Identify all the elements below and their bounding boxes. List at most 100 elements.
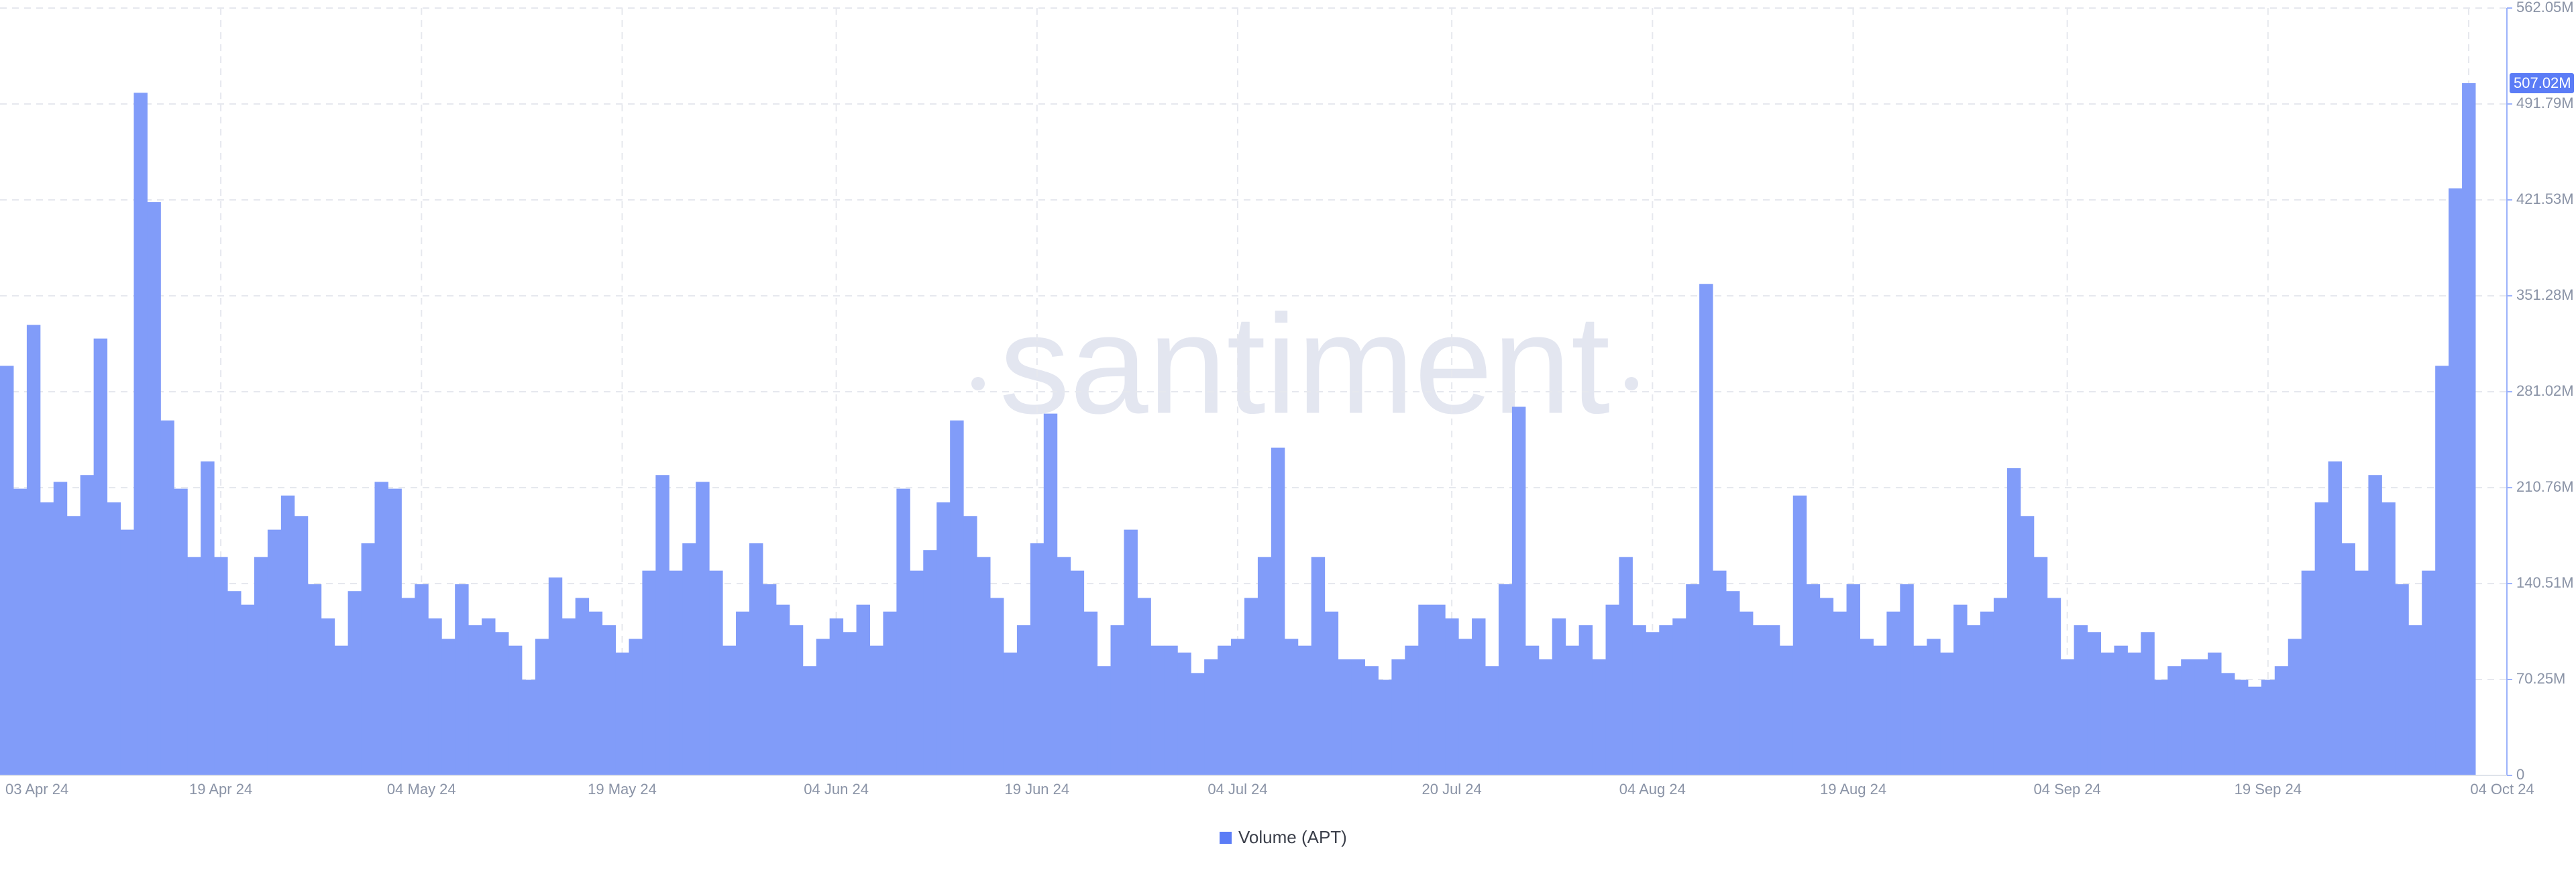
- bar: [267, 529, 282, 775]
- x-tick-label: 04 Jun 24: [804, 781, 869, 798]
- bar: [1043, 413, 1058, 775]
- bar: [2274, 666, 2289, 775]
- bar: [1713, 570, 1727, 775]
- bar: [508, 645, 523, 775]
- bar: [910, 570, 924, 775]
- bar: [1218, 645, 1232, 775]
- bar: [1204, 659, 1218, 775]
- bar: [1792, 495, 1807, 775]
- bar: [495, 632, 509, 775]
- y-tick-label: 421.53M: [2516, 190, 2574, 207]
- bar: [307, 584, 322, 775]
- bar: [1605, 604, 1619, 775]
- bar: [174, 488, 188, 775]
- legend-swatch: [1220, 832, 1232, 844]
- bar: [629, 639, 643, 775]
- current-value-label: 507.02M: [2514, 74, 2571, 91]
- x-tick-label: 04 Sep 24: [2033, 781, 2100, 798]
- x-tick-label: 04 Jul 24: [1208, 781, 1267, 798]
- bar: [1940, 652, 1954, 775]
- bar: [1150, 645, 1165, 775]
- bar: [1646, 632, 1660, 775]
- x-tick-label: 19 Aug 24: [1820, 781, 1886, 798]
- bar: [201, 461, 215, 775]
- bar: [1110, 625, 1124, 775]
- bar: [2006, 468, 2021, 775]
- bar: [1057, 557, 1071, 775]
- watermark: santiment: [1000, 285, 1610, 443]
- bar: [1766, 625, 1780, 775]
- bar: [1445, 618, 1459, 775]
- bar: [2100, 652, 2114, 775]
- bar: [254, 557, 268, 775]
- bar: [321, 618, 335, 775]
- y-tick-label: 140.51M: [2516, 574, 2574, 591]
- watermark-group: santiment: [971, 285, 1638, 443]
- bar: [2328, 461, 2343, 775]
- bar: [428, 618, 442, 775]
- current-value-badge: [2510, 73, 2574, 94]
- legend-label: Volume (APT): [1238, 827, 1347, 847]
- bar: [1739, 611, 1754, 775]
- bar: [227, 591, 241, 775]
- bar: [1980, 611, 1994, 775]
- bar: [762, 584, 777, 775]
- x-tick-label: 03 Apr 24: [5, 781, 68, 798]
- bar: [2167, 666, 2182, 775]
- bar: [1311, 557, 1326, 775]
- bar: [1511, 406, 1526, 775]
- bar: [147, 202, 161, 776]
- x-tick-label: 19 May 24: [588, 781, 657, 798]
- bar: [1686, 584, 1700, 775]
- bar: [602, 625, 616, 775]
- bar: [775, 604, 790, 775]
- bar: [535, 639, 549, 775]
- bar: [1432, 604, 1446, 775]
- bar: [2060, 659, 2075, 775]
- bar: [1498, 584, 1513, 775]
- bar: [2221, 673, 2235, 775]
- bar: [655, 475, 669, 775]
- bar: [2141, 632, 2155, 775]
- bar: [2033, 557, 2048, 775]
- bar: [856, 604, 870, 775]
- bar: [2341, 543, 2355, 775]
- bar: [963, 516, 977, 775]
- watermark-dot: [1625, 377, 1638, 390]
- bar: [361, 543, 375, 775]
- bar: [1271, 447, 1285, 775]
- x-tick-label: 19 Sep 24: [2235, 781, 2302, 798]
- bar: [347, 591, 362, 775]
- bar: [2462, 83, 2476, 775]
- x-tick-label: 19 Jun 24: [1004, 781, 1069, 798]
- bar: [26, 325, 41, 775]
- bar: [923, 550, 937, 775]
- y-tick-label: 562.05M: [2516, 0, 2574, 15]
- bar: [294, 516, 309, 775]
- bar: [561, 618, 576, 775]
- bar: [1485, 666, 1499, 775]
- bar: [1418, 604, 1432, 775]
- bar: [1752, 625, 1767, 775]
- bar: [107, 502, 121, 775]
- bar: [936, 502, 951, 775]
- bar: [789, 625, 804, 775]
- bar: [682, 543, 696, 775]
- bar: [2435, 366, 2449, 775]
- bar: [950, 420, 964, 775]
- bar: [1003, 652, 1018, 775]
- bar: [2020, 516, 2035, 775]
- bar: [2247, 686, 2262, 775]
- bar: [1779, 645, 1794, 775]
- bar: [1565, 645, 1580, 775]
- x-tick-label: 04 May 24: [387, 781, 456, 798]
- bar: [2208, 652, 2222, 775]
- bar: [696, 482, 710, 775]
- bar: [455, 584, 469, 775]
- bar: [816, 639, 830, 775]
- bar: [0, 366, 14, 775]
- bar: [133, 93, 148, 776]
- bar: [749, 543, 763, 775]
